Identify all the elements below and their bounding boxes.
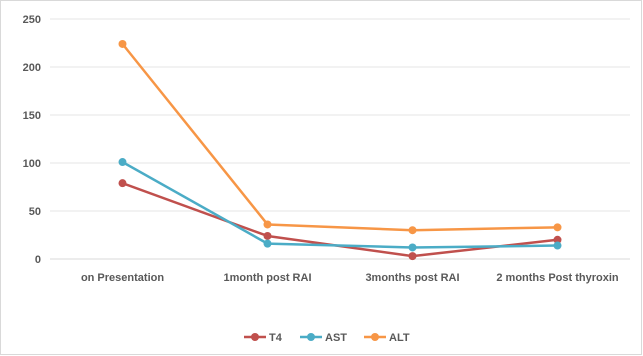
y-tick-label: 150: [23, 110, 41, 122]
y-axis-tick-labels: 0 50 100 150 200 250: [23, 14, 41, 266]
series-line-alt: [121, 42, 559, 232]
x-tick-label: 3months post RAI: [365, 272, 459, 284]
y-tick-label: 250: [23, 14, 41, 26]
data-point-ast: [118, 158, 127, 167]
legend-label-alt: ALT: [389, 332, 410, 344]
gridlines: [50, 18, 630, 260]
data-point-alt: [553, 223, 562, 232]
data-point-ast: [408, 243, 417, 252]
legend-label-ast: AST: [325, 332, 347, 344]
series-t4: [118, 179, 562, 261]
x-tick-label: 2 months Post thyroxin: [496, 272, 619, 284]
data-point-t4: [263, 231, 272, 240]
y-tick-label: 200: [23, 62, 41, 74]
data-point-t4: [118, 179, 127, 188]
x-axis-tick-labels: on Presentation 1month post RAI 3months po…: [81, 272, 619, 284]
data-point-ast: [263, 239, 272, 248]
data-point-t4: [408, 252, 417, 261]
data-point-ast: [553, 241, 562, 250]
y-tick-label: 100: [23, 158, 41, 170]
legend-entry-alt: ALT: [364, 332, 410, 344]
y-tick-label: 0: [35, 254, 41, 266]
legend: T4 AST ALT: [244, 332, 410, 344]
legend-entry-ast: AST: [300, 332, 347, 344]
legend-label-t4: T4: [269, 332, 283, 344]
series-alt: [118, 39, 562, 235]
data-point-alt: [408, 226, 417, 235]
legend-entry-t4: T4: [244, 332, 283, 344]
data-point-alt: [263, 220, 272, 229]
series-lines: [118, 39, 562, 261]
x-tick-label: 1month post RAI: [224, 272, 312, 284]
legend-marker-t4: [251, 333, 259, 341]
legend-marker-alt: [371, 333, 379, 341]
data-point-alt: [118, 39, 127, 48]
legend-marker-ast: [307, 333, 315, 341]
series-ast: [118, 158, 562, 252]
x-tick-label: on Presentation: [81, 272, 164, 284]
series-line-ast: [121, 160, 559, 249]
data-point-t4: [553, 235, 562, 244]
y-tick-label: 50: [29, 206, 41, 218]
